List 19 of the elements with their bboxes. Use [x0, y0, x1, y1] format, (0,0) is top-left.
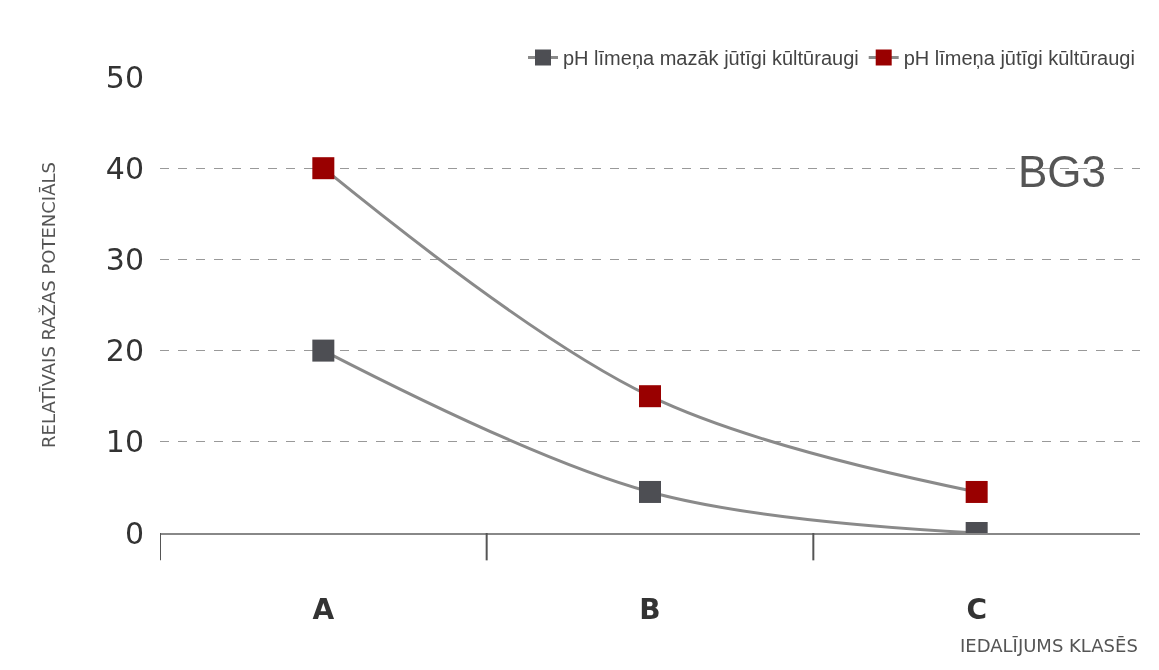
- x-axis-title: IEDALĪJUMS KLASĒS: [960, 635, 1138, 656]
- point: [639, 480, 661, 503]
- point: [312, 157, 335, 180]
- x-tick-label: C: [966, 592, 987, 626]
- x-tick-label: B: [639, 592, 661, 626]
- y-tick-label: 40: [105, 150, 144, 186]
- legend-label: pH līmeņa mazāk jūtīgi kūltūraugi: [563, 47, 859, 70]
- point: [312, 339, 335, 362]
- point: [965, 480, 988, 503]
- y-axis-title: RELATĪVAIS RAŽAS POTENCIĀLS: [38, 162, 60, 448]
- y-tick-label: 10: [105, 424, 144, 460]
- x-tick-label: A: [312, 592, 335, 626]
- point: [639, 385, 661, 408]
- y-tick-label: 0: [124, 515, 144, 551]
- y-tick-label: 30: [105, 241, 144, 277]
- legend-label: pH līmeņa jūtīgi kūltūraugi: [903, 47, 1135, 70]
- y-tick-label: 20: [105, 333, 144, 369]
- annotation: BG3: [1018, 147, 1107, 196]
- y-tick-label: 50: [105, 59, 144, 95]
